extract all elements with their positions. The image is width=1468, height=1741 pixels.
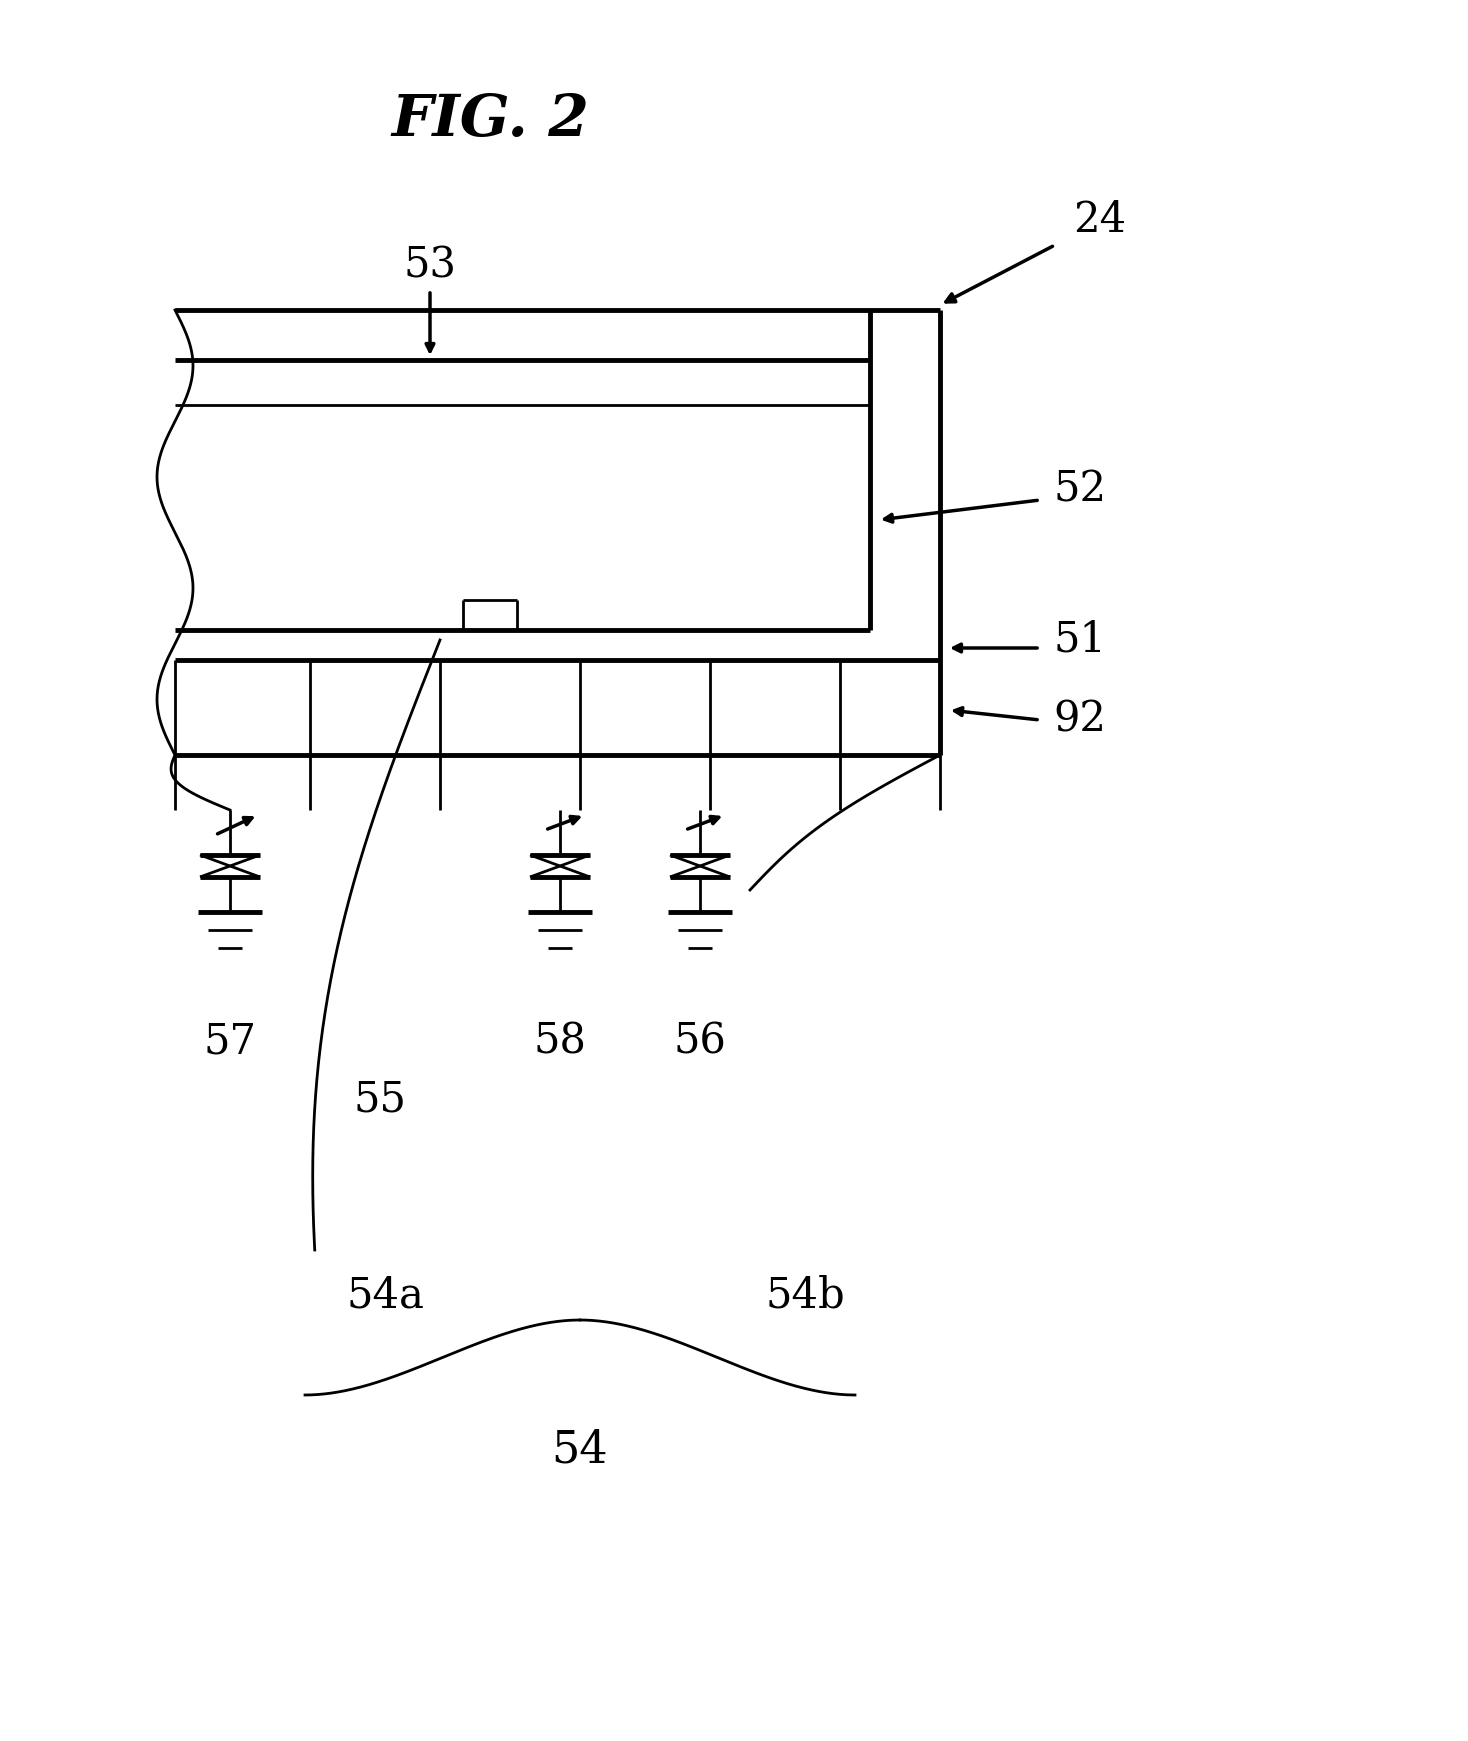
Text: 51: 51 [1054,620,1107,662]
Text: 54b: 54b [765,1274,846,1316]
Text: 92: 92 [1054,698,1107,742]
Text: 57: 57 [204,1020,257,1062]
Text: 53: 53 [404,244,457,286]
Text: 54a: 54a [346,1274,424,1316]
Text: 54: 54 [552,1428,608,1471]
Text: 55: 55 [354,1079,407,1121]
Text: 56: 56 [674,1020,727,1062]
Text: 24: 24 [1073,198,1126,240]
Text: 52: 52 [1054,468,1107,512]
Text: FIG. 2: FIG. 2 [390,92,589,148]
Text: 58: 58 [533,1020,586,1062]
